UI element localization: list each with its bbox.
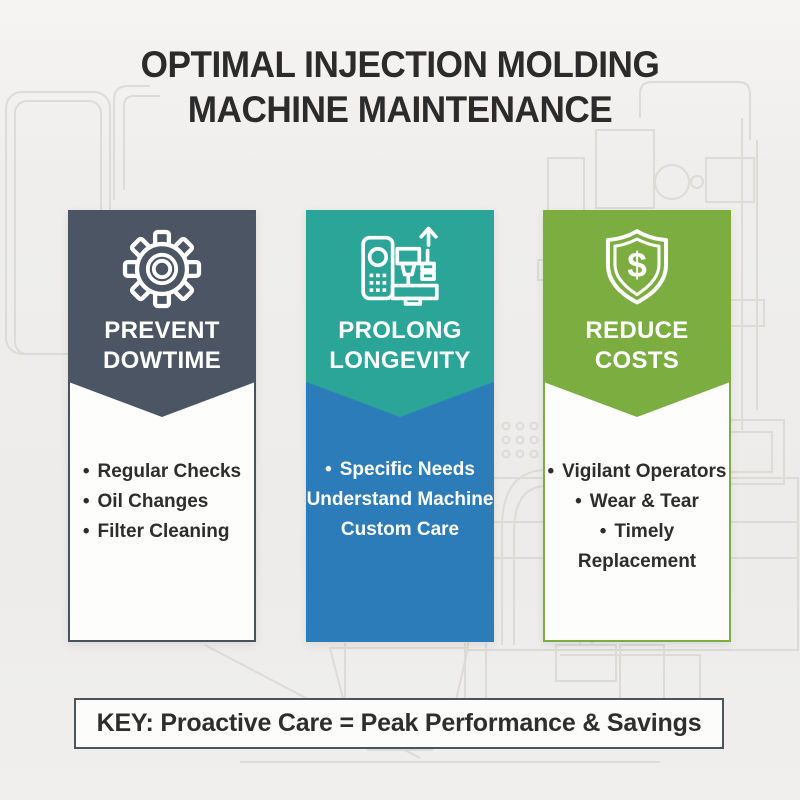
bullet: • [82,521,90,542]
column-reduce-costs-title: REDUCE COSTS [585,316,688,376]
bullet: • [325,459,332,480]
list-item-text: Specific Needs [339,459,475,480]
list-item-text: Understand Machine [306,489,494,510]
list-item-text: Oil Changes [97,491,209,512]
list-item: • Filter Cleaning [83,517,241,547]
column-reduce-costs-list: • Vigilant Operators • Wear & Tear • Timely… [545,457,729,577]
shield-dollar-icon: $ [593,224,681,314]
list-item: • Specific Needs [306,455,494,485]
bullet: • [599,521,607,542]
dollar-symbol: $ [627,246,647,285]
column-reduce-costs: $ REDUCE COSTS • Vigilant Operators • Wear… [543,210,731,642]
list-item: Custom Care [306,515,494,545]
page-title-line1: OPTIMAL INJECTION MOLDING [140,44,660,85]
list-item: • Wear & Tear [545,487,729,517]
molding-machine-growth-icon [354,224,446,314]
list-item: Understand Machine [306,485,494,515]
column-prolong-longevity-list: • Specific Needs Understand Machine Custo… [306,455,494,545]
list-item-text: Timely Replacement [577,521,697,572]
column-prolong-longevity-title: PROLONG LONGEVITY [329,316,470,376]
list-item: • Timely Replacement [545,517,729,577]
page-title-line2: MACHINE MAINTENANCE [187,89,613,130]
list-item-text: Vigilant Operators [562,461,727,482]
key-banner: KEY: Proactive Care = Peak Performance &… [74,698,724,749]
page-title: OPTIMAL INJECTION MOLDING MACHINE MAINTE… [20,42,780,132]
column-prolong-longevity: PROLONG LONGEVITY • Specific Needs Unders… [306,210,494,642]
column-prevent-downtime-list: • Regular Checks • Oil Changes • Filter Cle… [70,457,254,547]
bullet: • [547,461,555,482]
column-prolong-longevity-header: PROLONG LONGEVITY [306,210,494,417]
list-item: • Vigilant Operators [545,457,729,487]
list-item-text: Regular Checks [97,461,242,482]
header-line: REDUCE [585,317,689,344]
list-item: • Oil Changes [83,487,241,517]
list-item-text: Custom Care [340,519,460,540]
bullet: • [575,491,582,512]
header-line: COSTS [594,347,680,374]
gear-icon [119,224,205,314]
bullet: • [82,461,90,482]
key-banner-text: KEY: Proactive Care = Peak Performance &… [96,709,702,737]
column-reduce-costs-header: $ REDUCE COSTS [543,210,731,417]
column-prevent-downtime-header: PREVENT DOWTIME [68,210,256,417]
list-item-text: Filter Cleaning [97,521,230,542]
header-line: PREVENT [104,317,220,344]
list-item: • Regular Checks [83,457,241,487]
header-line: DOWTIME [102,347,222,374]
list-inner: • Regular Checks • Oil Changes • Filter Cle… [83,457,241,547]
bullet: • [82,491,90,512]
column-prevent-downtime: PREVENT DOWTIME • Regular Checks • Oil Cha… [68,210,256,642]
header-line: LONGEVITY [329,347,471,374]
list-item-text: Wear & Tear [589,491,699,512]
header-line: PROLONG [338,317,462,344]
column-prevent-downtime-title: PREVENT DOWTIME [103,316,221,376]
